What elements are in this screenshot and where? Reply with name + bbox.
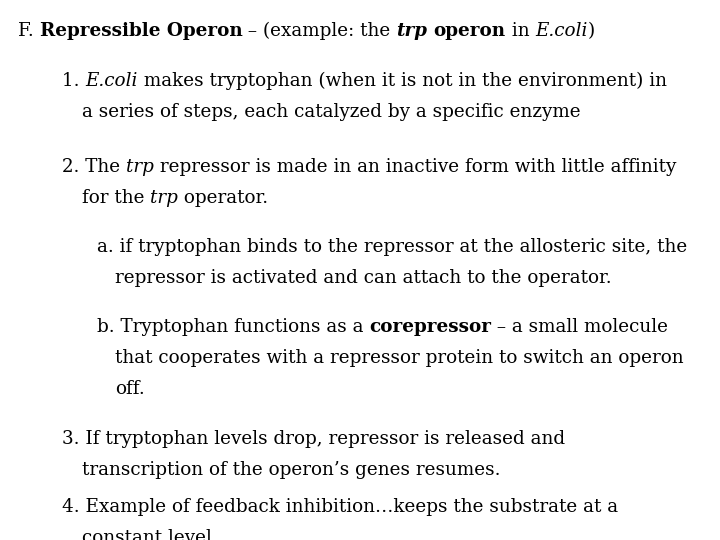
Text: ): ) xyxy=(588,22,595,40)
Text: E.coli: E.coli xyxy=(535,22,588,40)
Text: repressor is activated and can attach to the operator.: repressor is activated and can attach to… xyxy=(115,269,611,287)
Text: operator.: operator. xyxy=(179,189,269,207)
Text: trp: trp xyxy=(126,158,154,176)
Text: F.: F. xyxy=(18,22,40,40)
Text: corepressor: corepressor xyxy=(369,318,491,336)
Text: transcription of the operon’s genes resumes.: transcription of the operon’s genes resu… xyxy=(82,461,500,479)
Text: 2. The: 2. The xyxy=(62,158,126,176)
Text: 1.: 1. xyxy=(62,72,86,90)
Text: for the: for the xyxy=(82,189,150,207)
Text: – (example: the: – (example: the xyxy=(243,22,397,40)
Text: a. if tryptophan binds to the repressor at the allosteric site, the: a. if tryptophan binds to the repressor … xyxy=(97,238,688,256)
Text: E.coli: E.coli xyxy=(86,72,138,90)
Text: that cooperates with a repressor protein to switch an operon: that cooperates with a repressor protein… xyxy=(115,349,683,367)
Text: operon: operon xyxy=(433,22,505,40)
Text: Repressible Operon: Repressible Operon xyxy=(40,22,243,40)
Text: – a small molecule: – a small molecule xyxy=(491,318,668,336)
Text: trp: trp xyxy=(150,189,179,207)
Text: 4. Example of feedback inhibition…keeps the substrate at a: 4. Example of feedback inhibition…keeps … xyxy=(62,498,618,516)
Text: trp: trp xyxy=(397,22,428,40)
Text: constant level.: constant level. xyxy=(82,529,217,540)
Text: in: in xyxy=(505,22,535,40)
Text: off.: off. xyxy=(115,380,145,398)
Text: repressor is made in an inactive form with little affinity: repressor is made in an inactive form wi… xyxy=(154,158,676,176)
Text: makes tryptophan (when it is not in the environment) in: makes tryptophan (when it is not in the … xyxy=(138,72,667,90)
Text: 3. If tryptophan levels drop, repressor is released and: 3. If tryptophan levels drop, repressor … xyxy=(62,430,565,448)
Text: a series of steps, each catalyzed by a specific enzyme: a series of steps, each catalyzed by a s… xyxy=(82,103,580,121)
Text: b. Tryptophan functions as a: b. Tryptophan functions as a xyxy=(97,318,369,336)
